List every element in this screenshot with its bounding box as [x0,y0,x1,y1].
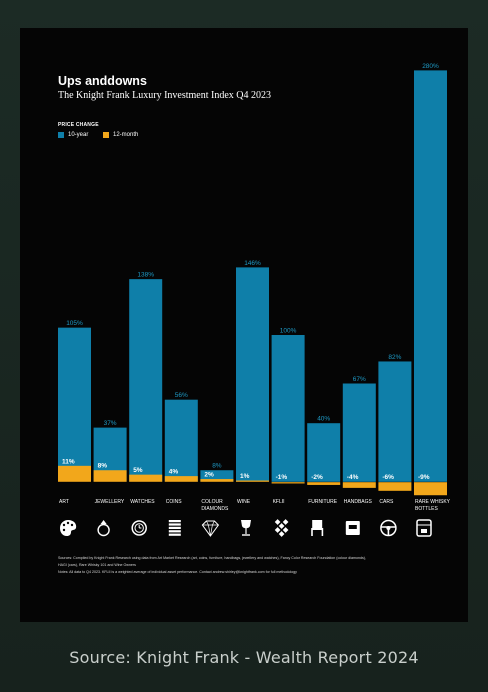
category-label-rare-whisky-bottles-line2: BOTTLES [415,506,438,512]
wine-glass-icon [241,520,251,536]
label-10-year-furniture: 40% [317,416,330,423]
category-label-furniture: FURNITURE [308,499,338,505]
source-note-2: HAGI (cars), Rare Whisky 101 and Wine Ow… [58,563,136,567]
label-10-year-coins: 56% [175,392,188,399]
label-10-year-wine: 146% [244,260,261,267]
bar-10-year-rare-whisky-bottles [414,70,447,483]
bar-12-month-watches [129,474,163,482]
chart-title: Ups anddowns [58,74,147,88]
legend-title: PRICE CHANGE [58,122,99,128]
label-12-month-jewellery: 8% [98,463,108,470]
category-label-jewellery: JEWELLERY [95,499,125,505]
legend-swatch-12-month [103,132,109,138]
category-label-handbags: HANDBAGS [344,499,373,505]
bar-10-year-handbags [342,383,376,482]
bar-10-year-colour-diamonds [200,470,234,482]
legend-item-10-year: 10-year [58,132,88,138]
label-10-year-rare-whisky-bottles: 280% [422,63,439,70]
bar-12-month-handbags [342,482,376,488]
label-10-year-handbags: 67% [353,376,366,383]
diamond-icon [201,520,220,537]
label-10-year-cars: 82% [388,354,401,361]
legend-label-10-year: 10-year [68,132,89,138]
bar-12-month-kflii [271,482,305,484]
bar-12-month-colour-diamonds [200,479,234,482]
bar-12-month-wine [236,480,269,482]
label-12-month-watches: 5% [133,467,143,474]
category-label-watches: WATCHES [130,499,155,505]
ring-icon [97,520,110,537]
chart-subtitle: The Knight Frank Luxury Investment Index… [58,90,272,101]
image-caption: Source: Knight Frank - Wealth Report 202… [69,648,419,667]
bar-10-year-art [58,327,91,482]
label-12-month-furniture: -2% [311,474,323,481]
bar-chart: 105% 11% ART 37% 8% JEWELLERY 138% 5% WATCHES 56%… [58,63,451,537]
palette-icon [60,520,77,536]
label-12-month-cars: -6% [382,474,394,481]
whisky-bottle-icon [416,519,432,537]
bar-12-month-cars [378,482,412,491]
label-12-month-colour-diamonds: 2% [204,472,214,479]
label-12-month-rare-whisky-bottles: -9% [418,474,430,481]
label-10-year-kflii: 100% [280,328,297,335]
coins-icon [168,520,181,536]
legend-label-12-month: 12-month [113,132,139,138]
watch-icon [131,520,147,536]
label-10-year-colour-diamonds: 8% [212,463,222,470]
bar-10-year-furniture [307,423,341,482]
chair-icon [311,520,324,536]
chart-panel: Ups anddowns The Knight Frank Luxury Inv… [20,28,468,622]
source-note-3: Notes: All data to Q4 2023. KFLII is a w… [58,570,297,574]
handbag-icon [345,521,360,535]
bar-10-year-kflii [271,335,305,482]
label-10-year-art: 105% [66,320,83,327]
source-note-1: Sources: Compiled by Knight Frank Resear… [58,556,367,560]
label-12-month-art: 11% [62,458,75,465]
bar-10-year-coins [164,399,198,482]
bar-12-month-rare-whisky-bottles [414,482,447,496]
category-label-colour-diamonds: COLOUR [201,499,223,505]
category-label-kflii: KFLII [273,499,285,505]
label-10-year-jewellery: 37% [104,420,117,427]
legend-swatch-10-year [58,132,64,138]
legend-item-12-month: 12-month [103,132,138,138]
bar-12-month-jewellery [93,470,127,482]
category-label-art: ART [59,499,69,505]
bar-10-year-wine [236,267,269,482]
category-label-colour-diamonds-line2: DIAMONDS [201,506,229,512]
label-12-month-wine: 1% [240,473,250,480]
bar-10-year-watches [129,279,163,482]
bar-12-month-furniture [307,482,341,485]
label-10-year-watches: 138% [137,272,154,279]
bar-12-month-art [58,465,91,482]
steering-wheel-icon [380,519,397,537]
bar-10-year-cars [378,361,412,482]
bar-12-month-coins [164,476,198,482]
label-12-month-kflii: -1% [276,474,288,481]
label-12-month-handbags: -4% [347,474,359,481]
category-label-coins: COINS [166,499,183,505]
category-label-cars: CARS [379,499,394,505]
category-label-rare-whisky-bottles: RARE WHISKY [415,499,451,505]
label-12-month-coins: 4% [169,469,179,476]
kflii-logo-icon [274,519,289,537]
category-label-wine: WINE [237,499,251,505]
